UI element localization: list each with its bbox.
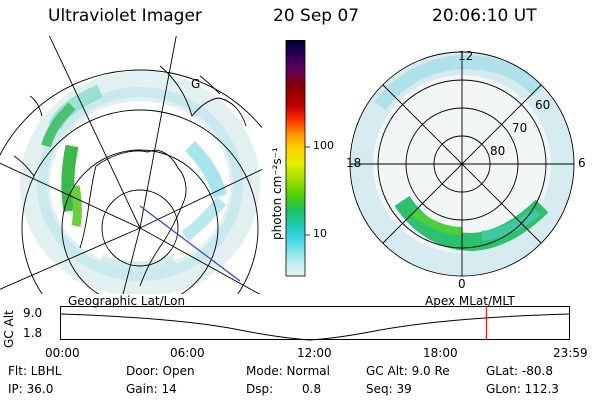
mlt-label-0: 0: [458, 277, 466, 291]
geographic-map: G: [0, 36, 262, 294]
colorbar-tick-label-100: 100: [313, 139, 334, 152]
sun-direction-line: [139, 205, 241, 282]
timeline-tick-2359: 23:59: [553, 346, 588, 360]
geographic-label: G: [191, 77, 200, 91]
glat-readout: GLat: -80.8: [486, 364, 553, 378]
timeline-y-bottom: 1.8: [23, 326, 43, 340]
timeline-tick-0000: 00:00: [45, 346, 80, 360]
glon-readout: GLon: 112.3: [486, 382, 559, 396]
gain-readout: Gain: 14: [126, 382, 177, 396]
right-grid: [349, 51, 575, 277]
left-latitude-circles: [0, 69, 262, 294]
instrument-title: Ultraviolet Imager: [48, 6, 202, 26]
gc-altitude-readout: GC Alt: 9.0 Re: [366, 364, 450, 378]
sequence-readout: Seq: 39: [366, 382, 412, 396]
dsp-label: Dsp:: [246, 382, 274, 396]
timeline-tick-1800: 18:00: [423, 346, 458, 360]
lat-label-70: 70: [512, 121, 527, 135]
ip-readout: IP: 36.0: [8, 382, 54, 396]
left-map-caption: Geographic Lat/Lon: [68, 294, 186, 308]
mlt-label-12: 12: [458, 49, 473, 63]
mlt-label-18: 18: [346, 156, 361, 170]
timeline-frame: [60, 306, 570, 340]
filter-readout: Flt: LBHL: [8, 364, 62, 378]
door-readout: Door: Open: [126, 364, 195, 378]
timeline-tick-1200: 12:00: [297, 346, 332, 360]
colorbar-unit-label: photon cm⁻²s⁻¹: [270, 147, 284, 240]
lat-label-60: 60: [535, 98, 550, 112]
observation-time: 20:06:10 UT: [432, 6, 537, 26]
observation-date: 20 Sep 07: [273, 6, 360, 26]
magnetic-map: 12 18 6 0 60 70 80: [346, 49, 586, 291]
mode-readout: Mode: Normal: [246, 364, 330, 378]
altitude-curve: [60, 313, 570, 341]
lat-label-80: 80: [490, 144, 505, 158]
colorbar-panel: [285, 40, 310, 277]
colorbar: [285, 40, 306, 277]
left-meridians: [0, 36, 262, 294]
right-map-caption: Apex MLat/MLT: [425, 294, 515, 308]
left-coastlines: [13, 65, 247, 287]
mlt-label-6: 6: [578, 156, 586, 170]
timeline-y-top: 9.0: [23, 306, 43, 320]
colorbar-tick-label-10: 10: [313, 227, 327, 240]
timeline-tick-0600: 06:00: [170, 346, 205, 360]
left-aurora-image: [20, 71, 260, 294]
altitude-timeline: [60, 306, 570, 341]
dsp-value: 0.8: [302, 382, 322, 396]
timeline-y-label: GC Alt: [2, 310, 16, 348]
